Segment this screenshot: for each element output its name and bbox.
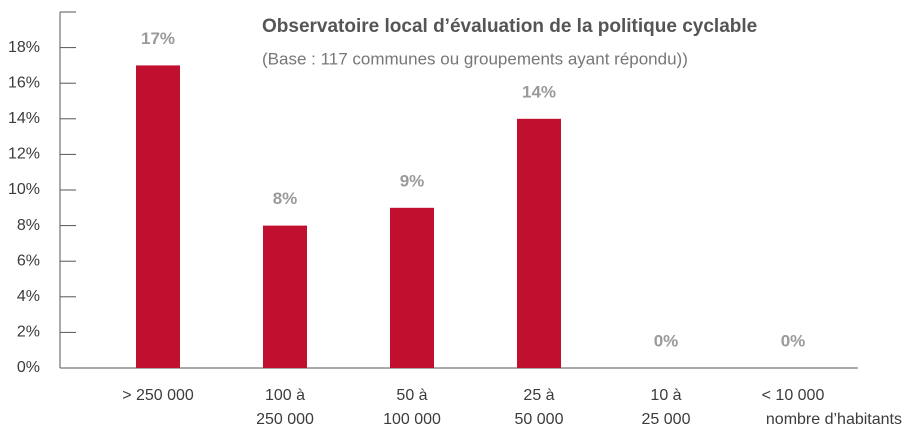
value-label: 17% [141, 29, 175, 48]
y-tick-label: 14% [8, 110, 40, 127]
x-tick-label: 100 000 [383, 411, 441, 428]
x-tick-label: 10 à [650, 387, 681, 404]
x-tick-label: 25 000 [642, 411, 691, 428]
value-label: 9% [400, 171, 425, 190]
chart-subtitle: (Base : 117 communes ou groupements ayan… [262, 49, 688, 68]
x-tick-label: > 250 000 [122, 387, 194, 404]
x-tick-label: < 10 000 [762, 387, 825, 404]
x-tick-label: 100 à [265, 387, 305, 404]
y-tick-label: 4% [17, 288, 40, 305]
y-tick-label: 18% [8, 39, 40, 56]
x-axis-label: nombre d’habitants [766, 411, 902, 428]
x-tick-label: 50 à [396, 387, 427, 404]
y-tick-label: 12% [8, 146, 40, 163]
bar [390, 207, 434, 368]
y-tick-label: 0% [17, 359, 40, 376]
value-label: 0% [781, 331, 806, 350]
x-tick-label: 50 000 [515, 411, 564, 428]
chart-title: Observatoire local d’évaluation de la po… [262, 16, 757, 37]
y-tick-label: 8% [17, 217, 40, 234]
value-label: 8% [273, 189, 298, 208]
y-tick-label: 10% [8, 181, 40, 198]
bar [517, 118, 561, 368]
x-tick-label: 250 000 [256, 411, 314, 428]
bar [136, 65, 180, 369]
y-tick-label: 6% [17, 252, 40, 269]
x-tick-label: 25 à [523, 387, 554, 404]
y-tick-label: 16% [8, 74, 40, 91]
bar [263, 225, 307, 368]
y-tick-label: 2% [17, 324, 40, 341]
value-label: 0% [654, 331, 679, 350]
value-label: 14% [522, 82, 556, 101]
